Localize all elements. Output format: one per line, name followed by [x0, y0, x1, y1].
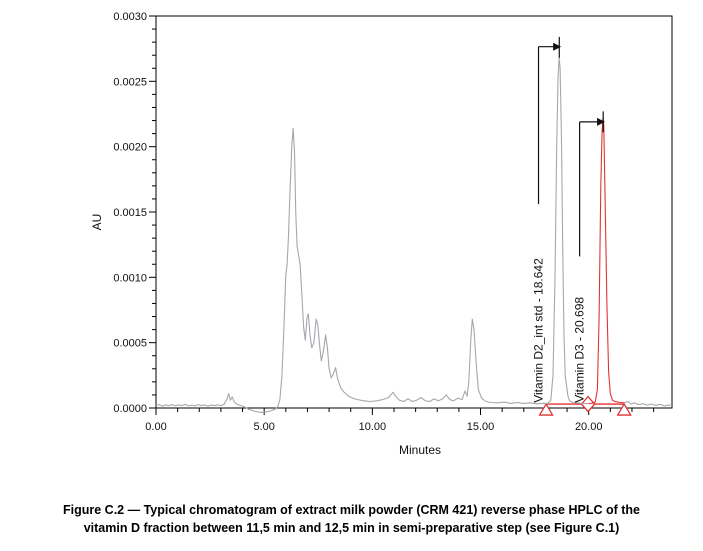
integration-triangle-marker	[538, 402, 554, 416]
x-tick-label: 20.00	[575, 421, 603, 433]
vitamin-d2-int-std-arrowhead	[553, 42, 562, 51]
vitamin-d3-red-segment-trace	[588, 117, 625, 405]
y-tick-label: 0.0000	[113, 403, 147, 415]
y-tick-label: 0.0005	[113, 338, 147, 350]
x-tick-label: 5.00	[253, 421, 274, 433]
vitamin-d3-arrowhead	[597, 117, 606, 126]
y-tick-label: 0.0025	[113, 76, 147, 88]
x-tick-label: 0.00	[145, 421, 166, 433]
extract-trace-tail-trace	[624, 400, 673, 407]
y-tick-label: 0.0030	[113, 11, 147, 23]
x-tick-label: 10.00	[359, 421, 387, 433]
extract-trace-main-trace	[155, 57, 589, 413]
figure-caption-line2: vitamin D fraction between 11,5 min and …	[83, 521, 620, 536]
y-axis-title: AU	[90, 214, 104, 231]
y-tick-label: 0.0010	[113, 272, 147, 284]
vitamin-d2-int-std-peak-label: Vitamin D2_int std - 18.642	[532, 258, 546, 403]
vitamin-d3-peak-label: Vitamin D3 - 20.698	[573, 297, 587, 403]
x-tick-label: 15.00	[467, 421, 495, 433]
plot-frame	[155, 15, 673, 409]
x-axis-title: Minutes	[399, 443, 441, 457]
integration-triangle-marker	[616, 402, 632, 416]
y-tick-label: 0.0020	[113, 142, 147, 154]
chromatogram-chart: 0.0000 0.0005 0.0010 0.0015 0.0020 0.0025 0.00…	[90, 11, 673, 457]
figure-caption: Figure C.2 — Typical chromatogram of ext…	[0, 501, 703, 537]
figure-caption-line1: Figure C.2 — Typical chromatogram of ext…	[63, 503, 640, 517]
y-tick-label: 0.0015	[113, 207, 147, 219]
